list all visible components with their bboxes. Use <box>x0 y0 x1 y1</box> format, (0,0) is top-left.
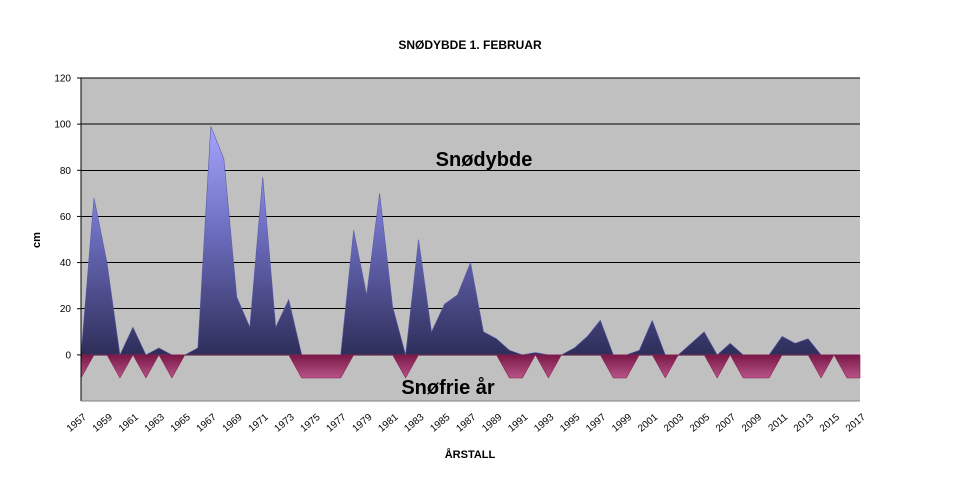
x-tick-label: 1961 <box>117 412 141 435</box>
x-tick-labels: 1957 1959 1961 1963 1965 1967 1969 1971 1973 1975… <box>65 412 868 435</box>
x-tick-label: 2015 <box>818 412 842 435</box>
x-tick-label: 1975 <box>299 412 323 435</box>
x-tick-label: 1987 <box>454 412 478 435</box>
x-tick-label: 2003 <box>662 412 686 435</box>
x-tick-label: 1995 <box>558 412 582 435</box>
x-tick-label: 2017 <box>844 412 868 435</box>
x-tick-label: 2007 <box>714 412 738 435</box>
x-tick-label: 1977 <box>324 412 348 435</box>
y-tick-label: 120 <box>54 74 71 85</box>
annotation-snow-free-years: Snøfrie år <box>401 376 495 399</box>
x-tick-label: 2013 <box>792 412 816 435</box>
x-tick-label: 1983 <box>402 412 426 435</box>
y-tick-label: 100 <box>54 120 71 131</box>
y-tick-label: 60 <box>60 212 72 223</box>
y-tick-labels: 0 20 40 60 80 100 120 <box>54 74 81 361</box>
x-tick-label: 2009 <box>740 412 764 435</box>
x-axis-title: ÅRSTALL <box>445 448 496 461</box>
x-tick-label: 1963 <box>143 412 167 435</box>
x-tick-label: 1985 <box>428 412 452 435</box>
annotation-snow-depth: Snødybde <box>436 149 533 171</box>
x-tick-label: 1971 <box>247 412 271 435</box>
chart-title: SNØDYBDE 1. FEBRUAR <box>398 38 542 52</box>
y-axis-title: cm <box>31 232 43 248</box>
x-tick-label: 1973 <box>273 412 297 435</box>
snow-free-years-area <box>80 354 861 380</box>
x-tick-label: 2011 <box>766 412 790 435</box>
x-tick-label: 1969 <box>221 412 245 435</box>
x-tick-label: 1959 <box>91 412 115 435</box>
snow-depth-area <box>80 126 860 356</box>
y-tick-label: 40 <box>60 258 72 269</box>
x-tick-label: 1981 <box>376 412 400 435</box>
y-tick-label: 0 <box>65 350 71 361</box>
x-tick-label: 1967 <box>195 412 219 435</box>
x-tick-label: 1993 <box>532 412 556 435</box>
series-layer <box>80 126 861 380</box>
x-tick-label: 1965 <box>169 412 193 435</box>
x-tick-label: 2005 <box>688 412 712 435</box>
y-tick-label: 20 <box>60 304 72 315</box>
x-tick-label: 2001 <box>636 412 660 435</box>
x-tick-label: 1999 <box>610 412 634 435</box>
x-tick-label: 1991 <box>506 412 530 435</box>
x-tick-label: 1979 <box>350 412 374 435</box>
x-tick-label: 1989 <box>480 412 504 435</box>
x-tick-label: 1957 <box>65 412 89 435</box>
y-tick-label: 80 <box>60 166 72 177</box>
x-tick-label: 1997 <box>584 412 608 435</box>
